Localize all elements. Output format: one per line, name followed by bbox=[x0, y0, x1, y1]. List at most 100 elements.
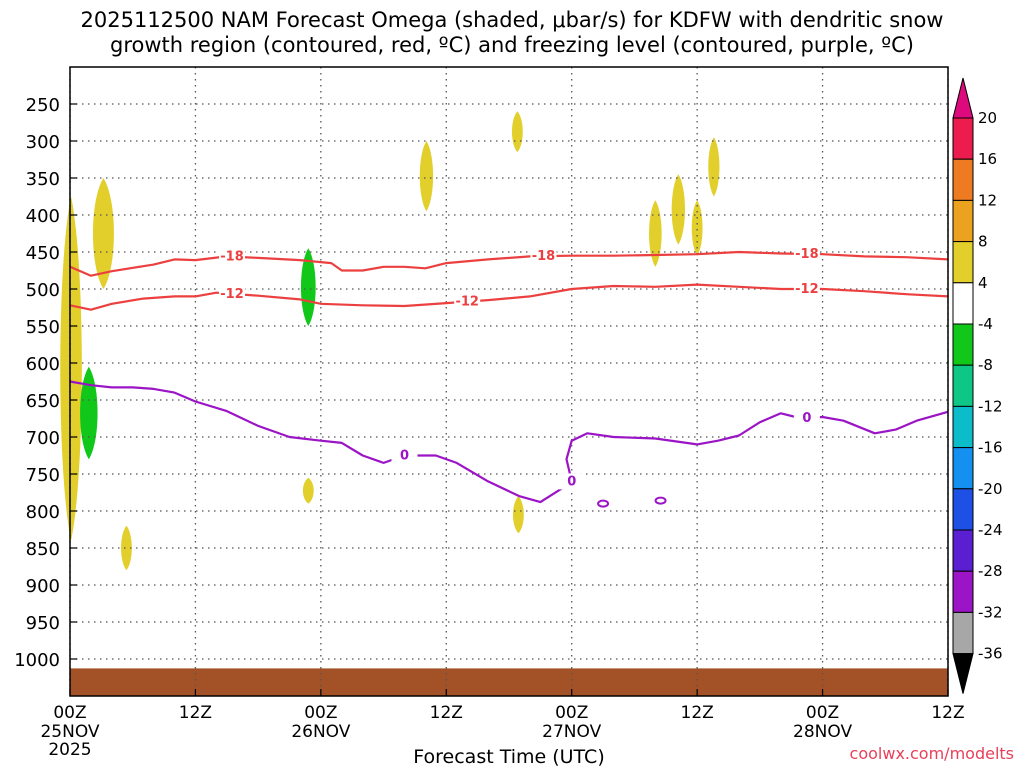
colorbar: 20 16 12 8 4 -4 -8 -12 -16 -20 -24 -28 -32 -36 bbox=[952, 77, 1003, 694]
y-tick-label: 350 bbox=[26, 169, 60, 190]
colorbar-segment bbox=[952, 447, 974, 490]
colorbar-segment bbox=[952, 488, 974, 531]
surface-terrain bbox=[70, 668, 948, 696]
colorbar-segment bbox=[952, 570, 974, 613]
contour-label: 0 bbox=[802, 411, 811, 426]
chart-title-line-1: 2025112500 NAM Forecast Omega (shaded, μ… bbox=[80, 8, 944, 32]
colorbar-label: 20 bbox=[978, 109, 997, 127]
omega-area bbox=[708, 137, 720, 197]
contour-label: -18 bbox=[220, 250, 244, 265]
omega-area bbox=[691, 200, 703, 256]
contour-layer: -18 -18 -18 -12 -12 -12 0 0 0 bbox=[69, 245, 949, 508]
colorbar-segment bbox=[952, 529, 974, 572]
colorbar-label: -8 bbox=[978, 356, 993, 374]
y-tick-label: 400 bbox=[26, 206, 60, 227]
colorbar-label: -12 bbox=[978, 397, 1003, 415]
contour-label-bg bbox=[793, 410, 820, 427]
colorbar-segment bbox=[952, 117, 974, 160]
colorbar-segment bbox=[952, 241, 974, 284]
colorbar-label: 4 bbox=[978, 274, 988, 292]
contour-label: 0 bbox=[400, 449, 409, 464]
contour-label: -18 bbox=[795, 247, 819, 262]
contour-label: 0 bbox=[567, 474, 576, 489]
x-date-label: 28NOV bbox=[793, 722, 852, 742]
colorbar-label: 12 bbox=[978, 191, 997, 209]
x-tick-label: 00Z bbox=[53, 703, 86, 723]
x-date-label: 27NOV bbox=[542, 722, 601, 742]
x-tick-label: 00Z bbox=[806, 703, 839, 723]
y-tick-label: 300 bbox=[26, 132, 60, 153]
x-axis-title: Forecast Time (UTC) bbox=[413, 746, 604, 768]
x-tick-label: 00Z bbox=[555, 703, 588, 723]
colorbar-label: -32 bbox=[978, 603, 1003, 621]
colorbar-segment bbox=[952, 405, 974, 449]
omega-area bbox=[511, 111, 523, 153]
contour-label-bg bbox=[558, 473, 585, 490]
colorbar-label: -24 bbox=[978, 521, 1003, 539]
colorbar-segment bbox=[952, 158, 974, 201]
x-tick-label: 12Z bbox=[430, 703, 463, 723]
colorbar-label: -16 bbox=[978, 439, 1003, 457]
contour-label-bg bbox=[793, 245, 820, 262]
contour-label-bg bbox=[219, 248, 246, 265]
omega-area bbox=[300, 248, 316, 326]
colorbar-label: 16 bbox=[978, 150, 997, 168]
y-tick-label: 800 bbox=[26, 502, 60, 523]
colorbar-label: -28 bbox=[978, 562, 1003, 580]
contour-loop bbox=[654, 496, 667, 505]
contour-label: -18 bbox=[532, 249, 556, 264]
contour-line bbox=[69, 283, 949, 311]
x-tick-label: 00Z bbox=[304, 703, 337, 723]
omega-area bbox=[671, 174, 685, 245]
y-tick-label: 600 bbox=[26, 354, 60, 375]
y-tick-label: 850 bbox=[26, 539, 60, 560]
contour-line bbox=[69, 250, 949, 277]
colorbar-label: -20 bbox=[978, 480, 1003, 498]
y-tick-label: 500 bbox=[26, 280, 60, 301]
x-date-label: 25NOV bbox=[40, 722, 99, 742]
colorbar-segment bbox=[952, 199, 974, 243]
omega-shading-layer bbox=[60, 111, 720, 571]
contour-label-bg bbox=[391, 447, 418, 464]
omega-area bbox=[513, 496, 524, 534]
y-tick-label: 650 bbox=[26, 391, 60, 412]
plot-frame bbox=[69, 66, 949, 697]
omega-area bbox=[80, 366, 98, 460]
omega-area bbox=[121, 525, 132, 571]
colorbar-segment bbox=[952, 364, 974, 407]
colorbar-segment bbox=[952, 282, 974, 325]
x-tick-label: 12Z bbox=[179, 703, 212, 723]
colorbar-label: 8 bbox=[978, 233, 988, 251]
contour-label: -12 bbox=[455, 295, 479, 310]
colorbar-segment bbox=[952, 323, 974, 366]
y-tick-label: 900 bbox=[26, 576, 60, 597]
y-tick-label: 250 bbox=[26, 95, 60, 116]
x-tick-label: 12Z bbox=[681, 703, 714, 723]
y-tick-label: 550 bbox=[26, 317, 60, 338]
y-tick-label: 750 bbox=[26, 465, 60, 486]
plot-frame-layer bbox=[69, 66, 949, 697]
contour-label: -12 bbox=[795, 282, 819, 297]
credit-text: coolwx.com/modelts bbox=[849, 744, 1014, 763]
y-tick-label: 1000 bbox=[14, 650, 60, 671]
contour-label-bg bbox=[454, 293, 481, 310]
omega-area bbox=[60, 196, 82, 541]
contour-label-bg bbox=[219, 285, 246, 302]
contour-loop bbox=[597, 499, 610, 508]
surface-terrain-layer bbox=[70, 668, 948, 696]
omega-area bbox=[92, 178, 114, 289]
chart-title-line-2: growth region (contoured, red, ºC) and f… bbox=[110, 33, 914, 57]
y-tick-label: 450 bbox=[26, 243, 60, 264]
y-tick-label: 950 bbox=[26, 613, 60, 634]
x-date-label: 26NOV bbox=[291, 722, 350, 742]
colorbar-top-arrow bbox=[952, 77, 974, 119]
omega-area bbox=[649, 200, 662, 267]
colorbar-segment bbox=[952, 611, 974, 655]
grid-layer bbox=[69, 67, 949, 696]
colorbar-bottom-arrow bbox=[952, 653, 974, 694]
contour-label-bg bbox=[530, 248, 557, 265]
colorbar-label: -36 bbox=[978, 645, 1003, 663]
y-tick-label: 700 bbox=[26, 428, 60, 449]
